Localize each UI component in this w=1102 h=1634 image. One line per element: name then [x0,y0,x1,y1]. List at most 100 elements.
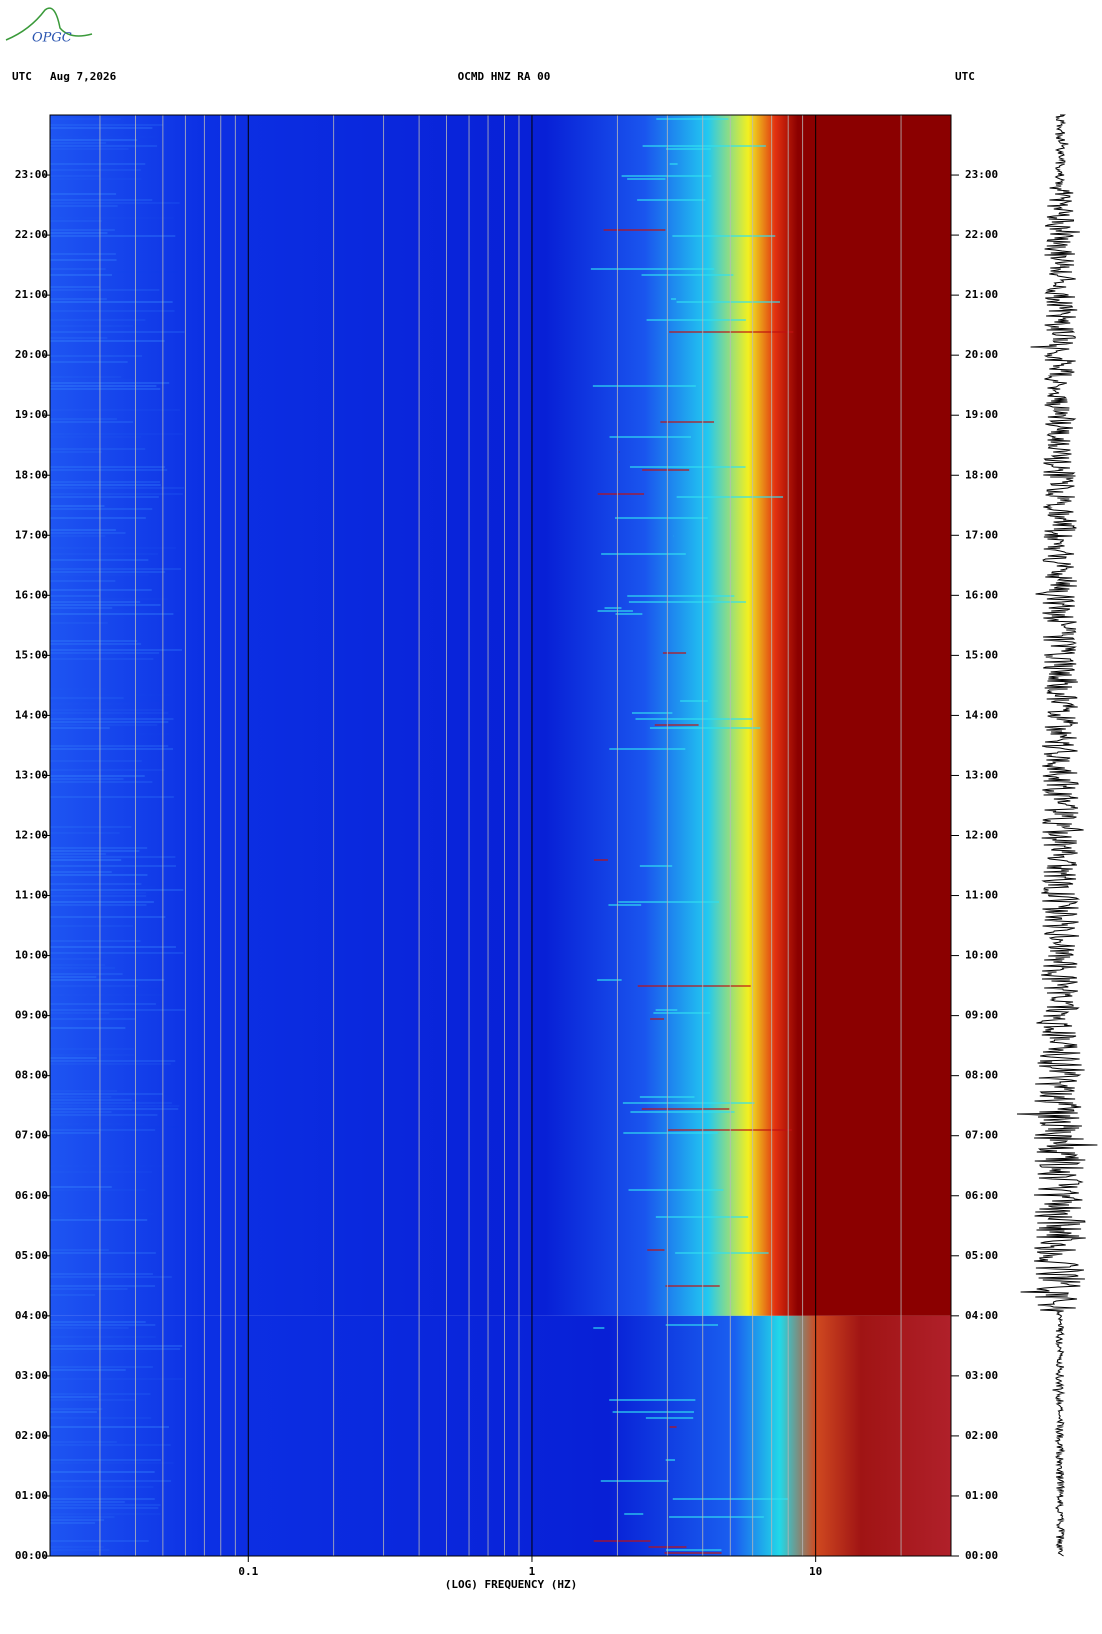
stripe [50,433,183,435]
stripe [50,1396,99,1398]
stripe [50,340,165,342]
y-tick-label-right: 22:00 [965,228,998,241]
y-tick-label: 15:00 [15,648,48,661]
stripe [50,697,124,699]
stripe [665,1324,719,1326]
stripe [50,1189,146,1191]
y-tick-label-right: 14:00 [965,708,998,721]
stripe [50,1171,153,1173]
y-tick-label-right: 16:00 [965,588,998,601]
stripe [50,958,100,960]
stripe [50,649,183,651]
stripe [597,610,633,612]
y-tick-label-right: 15:00 [965,648,998,661]
stripe [50,1546,104,1548]
stripe [50,553,159,555]
stripe [50,727,110,729]
stripe [50,1216,103,1218]
stripe [50,469,168,471]
stripe [50,889,184,891]
stripe [50,1012,110,1014]
stripe [50,1471,155,1473]
stripe [50,871,112,873]
stripe [50,781,153,783]
stripe [50,568,182,570]
stripe [50,355,143,357]
y-tick-label: 14:00 [15,708,48,721]
stripe [623,1132,718,1134]
stripe [50,1504,161,1506]
stripe [50,496,159,498]
stripe [50,595,100,597]
stripe [50,760,142,762]
stripe [593,1327,605,1329]
stripe [672,235,776,237]
stripe [50,724,158,726]
stripe [50,259,117,261]
stripe [621,175,712,177]
stripe [627,178,666,180]
y-tick-label-right: 02:00 [965,1429,998,1442]
stripe [50,448,146,450]
stripe [50,148,129,150]
stripe [641,1108,730,1110]
stripe [50,1102,172,1104]
stripe [50,901,154,903]
stripe [637,985,751,987]
stripe [50,778,124,780]
stripe [50,235,176,237]
stripe [50,1324,156,1326]
stripe [618,451,620,453]
stripe [664,1552,722,1554]
stripe [50,1027,126,1029]
stripe [50,1060,176,1062]
stripe [50,559,149,561]
stripe [50,1066,137,1068]
stripe [50,547,176,549]
y-tick-label-right: 07:00 [965,1129,998,1142]
y-tick-label: 09:00 [15,1009,48,1022]
stripe [50,1486,154,1488]
y-tick-label: 18:00 [15,468,48,481]
stripe [50,1408,103,1410]
header-title: OCMD HNZ RA 00 [458,70,551,83]
stripe [50,325,134,327]
y-tick-label-right: 23:00 [965,168,998,181]
stripe [654,724,699,726]
y-tick-label-right: 21:00 [965,288,998,301]
stripe [50,484,161,486]
stripe [50,139,138,141]
stripe [50,1444,171,1446]
stripe [50,220,103,222]
stripe [50,721,169,723]
stripe [50,652,160,654]
stripe [50,1285,156,1287]
stripe [50,1501,125,1503]
stripe [50,859,122,861]
stripe [50,487,185,489]
y-tick-label: 02:00 [15,1429,48,1442]
stripe [50,535,106,537]
x-axis-label: (LOG) FREQUENCY (HZ) [445,1578,577,1591]
stripe [50,1336,156,1338]
stripe [50,163,146,165]
y-tick-label-right: 19:00 [965,408,998,421]
stripe [50,604,161,606]
stripe [50,1345,183,1347]
stripe [50,916,166,918]
stripe [618,901,719,903]
stripe [666,148,711,150]
y-tick-label: 20:00 [15,348,48,361]
stripe [641,274,734,276]
stripe [50,1273,153,1275]
stripe [653,1012,711,1014]
stripe [50,361,128,363]
y-tick-label-right: 06:00 [965,1189,998,1202]
stripe [50,856,176,858]
stripe [50,748,174,750]
stripe [50,1441,117,1443]
stripe [50,199,153,201]
stripe [50,331,185,333]
stripe [50,1057,97,1059]
